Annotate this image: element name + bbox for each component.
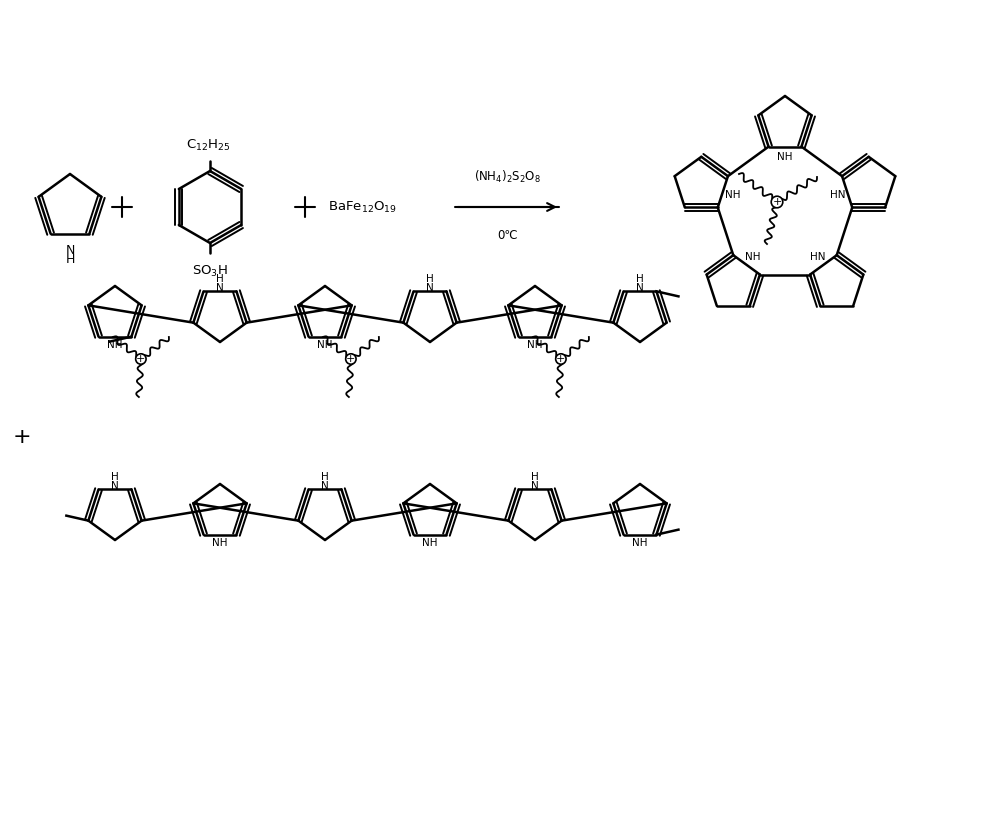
Text: NH: NH xyxy=(632,538,648,547)
Text: HN: HN xyxy=(830,190,845,200)
Text: NH: NH xyxy=(422,538,438,547)
Text: +: + xyxy=(556,354,566,364)
Text: +: + xyxy=(346,354,356,364)
Text: NH: NH xyxy=(317,339,333,349)
Text: BaFe$_{12}$O$_{19}$: BaFe$_{12}$O$_{19}$ xyxy=(328,200,397,215)
Text: +: + xyxy=(136,354,146,364)
Text: H
N: H N xyxy=(111,472,119,491)
Text: H
N: H N xyxy=(531,472,539,491)
Text: +: + xyxy=(772,197,782,207)
Text: HN: HN xyxy=(810,252,825,261)
Text: NH: NH xyxy=(212,538,228,547)
Circle shape xyxy=(346,353,356,364)
Circle shape xyxy=(771,196,783,208)
Text: C$_{12}$H$_{25}$: C$_{12}$H$_{25}$ xyxy=(186,137,230,153)
Text: NH: NH xyxy=(527,339,543,349)
Text: H
N: H N xyxy=(426,274,434,293)
Text: H
N: H N xyxy=(636,274,644,293)
Circle shape xyxy=(136,353,146,364)
Text: NH: NH xyxy=(777,151,793,162)
Text: 0℃: 0℃ xyxy=(497,229,518,242)
Text: NH: NH xyxy=(725,190,740,200)
Text: N: N xyxy=(65,243,75,256)
Text: NH: NH xyxy=(107,339,123,349)
Text: H
N: H N xyxy=(321,472,329,491)
Text: SO$_3$H: SO$_3$H xyxy=(192,263,228,279)
Circle shape xyxy=(556,353,566,364)
Text: H
N: H N xyxy=(216,274,224,293)
Text: H: H xyxy=(65,252,75,266)
Text: NH: NH xyxy=(745,252,760,261)
Text: (NH$_4$)$_2$S$_2$O$_8$: (NH$_4$)$_2$S$_2$O$_8$ xyxy=(474,169,541,185)
Text: +: + xyxy=(13,427,31,447)
